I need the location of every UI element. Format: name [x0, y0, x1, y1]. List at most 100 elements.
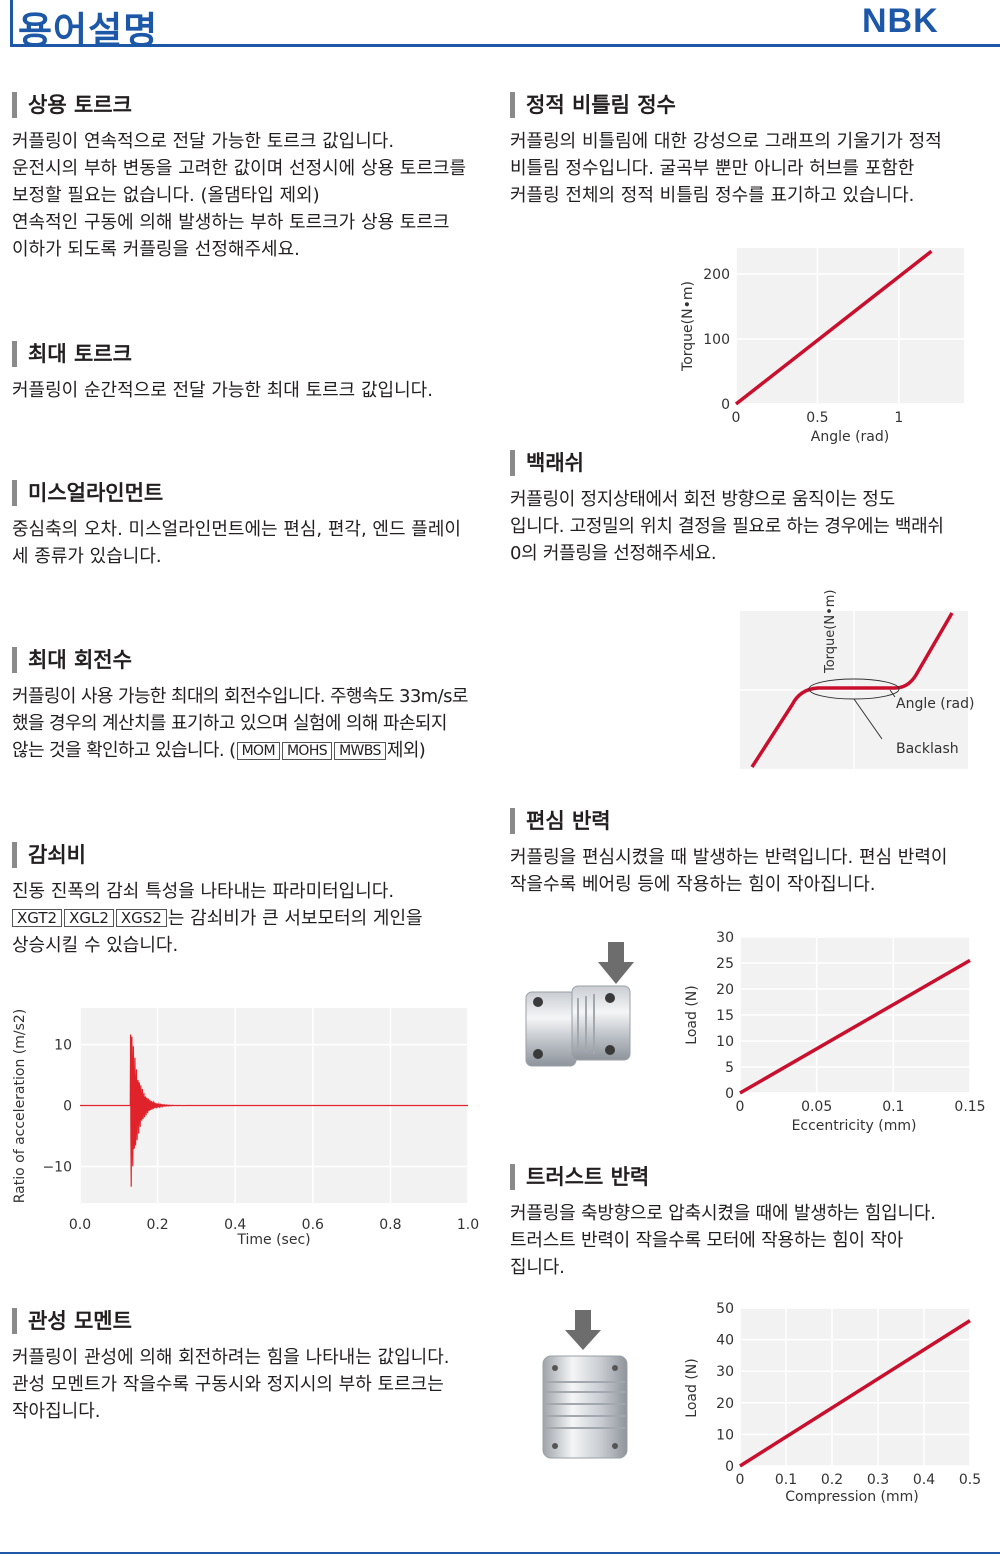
section-radial-force: 편심 반력 커플링을 편심시켰을 때 발생하는 반력입니다. 편심 반력이 작을…: [510, 806, 948, 898]
x-tick-label: 1.0: [457, 1217, 479, 1233]
x-tick-label: 0.1: [775, 1472, 797, 1488]
x-tick-label: 0: [736, 1099, 745, 1115]
x-tick-label: 0.5: [806, 410, 828, 426]
y-tick-label: 30: [716, 930, 734, 946]
coupling-thrust-illustration: [542, 1310, 628, 1459]
x-tick-label: 0.1: [882, 1099, 904, 1115]
section-title: 트러스트 반력: [510, 1162, 936, 1192]
grid: [739, 1307, 971, 1467]
section-text: 커플링의 비틀림에 대한 강성으로 그래프의 기울기가 정적 비틀림 정수입니다…: [510, 131, 942, 206]
section-stiffness: 정적 비틀림 정수 커플링의 비틀림에 대한 강성으로 그래프의 기울기가 정적…: [510, 90, 942, 209]
x-tick-label: 1: [894, 410, 903, 426]
radial-force-series: [739, 958, 971, 1095]
y-tick-label: 0: [725, 1086, 734, 1102]
footer-rule: [0, 1552, 1000, 1554]
x-tick-label: 0.4: [224, 1217, 246, 1233]
y-axis-label: Torque(N•m): [680, 281, 696, 372]
grid: [739, 936, 971, 1094]
coupling-eccentric-illustration: [525, 942, 634, 1067]
section-title: 백래쉬: [510, 448, 944, 478]
y-tick-label: 5: [725, 1060, 734, 1076]
section-thrust-force: 트러스트 반력 커플링을 축방향으로 압축시켰을 때에 발생하는 힘입니다. 트…: [510, 1162, 936, 1281]
damping-series: [80, 1034, 468, 1187]
y-tick-label: 30: [716, 1364, 734, 1380]
x-tick-label: 0.15: [954, 1099, 985, 1115]
stiffness-chart: 0 0.5 1 0 100 200 Angle (rad) Torque(N•m): [680, 248, 964, 445]
y-tick-label: 50: [716, 1301, 734, 1317]
grid: [735, 248, 964, 405]
y-axis-label: Load (N): [684, 1358, 700, 1417]
section-title: 정적 비틀림 정수: [510, 90, 942, 120]
y-axis-label: Ratio of acceleration (m/s2): [12, 1009, 28, 1204]
y-tick-label: 0: [725, 1459, 734, 1475]
backlash-chart: Torque(N•m) Angle (rad) Backlash: [740, 590, 974, 769]
section-title: 관성 모멘트: [12, 1306, 450, 1336]
x-axis-label: Compression (mm): [785, 1489, 919, 1505]
model-tag: MOHS: [281, 742, 333, 760]
y-tick-label: 10: [716, 1034, 734, 1050]
y-tick-label: −10: [42, 1159, 72, 1175]
x-tick-label: 0.8: [379, 1217, 401, 1233]
x-tick-label: 0.0: [69, 1217, 91, 1233]
plot-area: [736, 248, 964, 404]
x-tick-label: 0.4: [913, 1472, 935, 1488]
y-tick-label: 20: [716, 982, 734, 998]
x-tick-label: 0.05: [801, 1099, 832, 1115]
section-title: 감쇠비: [12, 840, 423, 870]
section-title: 상용 토르크: [12, 90, 466, 120]
radial-force-chart: 0 0.05 0.1 0.15 0 5 10 15 20 25 30 Eccentricity (m…: [684, 930, 986, 1134]
section-text: 커플링을 편심시켰을 때 발생하는 반력입니다. 편심 반력이 작을수록 베어링…: [510, 847, 948, 895]
x-axis-label: Angle (rad): [896, 696, 974, 712]
x-tick-label: 0.6: [302, 1217, 324, 1233]
x-tick-label: 0.2: [146, 1217, 168, 1233]
y-axis-label: Torque(N•m): [823, 590, 838, 675]
section-text: 커플링을 축방향으로 압축시켰을 때에 발생하는 힘입니다. 트러스트 반력이 …: [510, 1203, 936, 1278]
header-accent-bar: [10, 0, 13, 46]
header-rule: [10, 44, 1000, 47]
y-axis-label: Load (N): [684, 985, 700, 1044]
y-tick-label: 200: [703, 267, 730, 283]
model-tag: MWBS: [334, 742, 386, 760]
stiffness-series: [734, 249, 933, 406]
plot-area: [740, 1308, 970, 1466]
model-tag: XGS2: [115, 909, 167, 927]
nbk-logo: NBK: [862, 2, 939, 40]
section-title: 최대 토르크: [12, 339, 433, 369]
x-tick-label: 0: [736, 1472, 745, 1488]
section-text: 커플링이 정지상태에서 회전 방향으로 움직이는 정도 입니다. 고정밀의 위치…: [510, 489, 944, 564]
y-tick-label: 40: [716, 1333, 734, 1349]
section-title: 미스얼라인먼트: [12, 478, 461, 508]
y-tick-label: 25: [716, 956, 734, 972]
section-max-speed: 최대 회전수 커플링이 사용 가능한 최대의 회전수입니다. 주행속도 33m/…: [12, 645, 468, 764]
x-axis-label: Time (sec): [236, 1232, 310, 1248]
model-tag: MOM: [236, 742, 280, 760]
y-tick-label: 0: [63, 1099, 72, 1115]
section-backlash: 백래쉬 커플링이 정지상태에서 회전 방향으로 움직이는 정도 입니다. 고정밀…: [510, 448, 944, 567]
backlash-annotation: Backlash: [896, 741, 959, 757]
y-tick-label: 20: [716, 1396, 734, 1412]
thrust-force-series: [739, 1319, 971, 1468]
model-tag: XGL2: [64, 909, 114, 927]
y-tick-label: 100: [703, 332, 730, 348]
x-tick-label: 0.2: [821, 1472, 843, 1488]
section-title: 최대 회전수: [12, 645, 468, 675]
section-misalignment: 미스얼라인먼트 중심축의 오차. 미스얼라인먼트에는 편심, 편각, 엔드 플레…: [12, 478, 461, 570]
x-tick-label: 0.5: [959, 1472, 981, 1488]
y-tick-label: 15: [716, 1008, 734, 1024]
section-text: 커플링이 사용 가능한 최대의 회전수입니다. 주행속도 33m/s로 했을 경…: [12, 686, 468, 761]
section-text: 커플링이 연속적으로 전달 가능한 토르크 값입니다. 운전시의 부하 변동을 …: [12, 131, 467, 260]
section-max-torque: 최대 토르크 커플링이 순간적으로 전달 가능한 최대 토르크 값입니다.: [12, 339, 433, 404]
backlash-series: [750, 612, 954, 768]
y-tick-label: 10: [54, 1038, 72, 1054]
section-text: 커플링이 관성에 의해 회전하려는 힘을 나타내는 값입니다. 관성 모멘트가 …: [12, 1347, 450, 1422]
section-text: 진동 진폭의 감쇠 특성을 나타내는 파라미터입니다. XGT2 XGL2 XGS2…: [12, 881, 423, 956]
damping-chart: 0.0 0.2 0.4 0.6 0.8 1.0 10 0 −10 Time (sec) Rati…: [12, 1008, 479, 1248]
x-tick-label: 0: [732, 410, 741, 426]
y-tick-label: 0: [721, 397, 730, 413]
x-tick-label: 0.3: [867, 1472, 889, 1488]
section-text: 커플링이 순간적으로 전달 가능한 최대 토르크 값입니다.: [12, 380, 433, 401]
section-text: 중심축의 오차. 미스얼라인먼트에는 편심, 편각, 엔드 플레이 세 종류가 …: [12, 519, 461, 567]
section-title: 편심 반력: [510, 806, 948, 836]
thrust-force-chart: 0 0.1 0.2 0.3 0.4 0.5 0 10 20 30 40 50 Compression …: [684, 1301, 981, 1505]
model-tag: XGT2: [12, 909, 63, 927]
